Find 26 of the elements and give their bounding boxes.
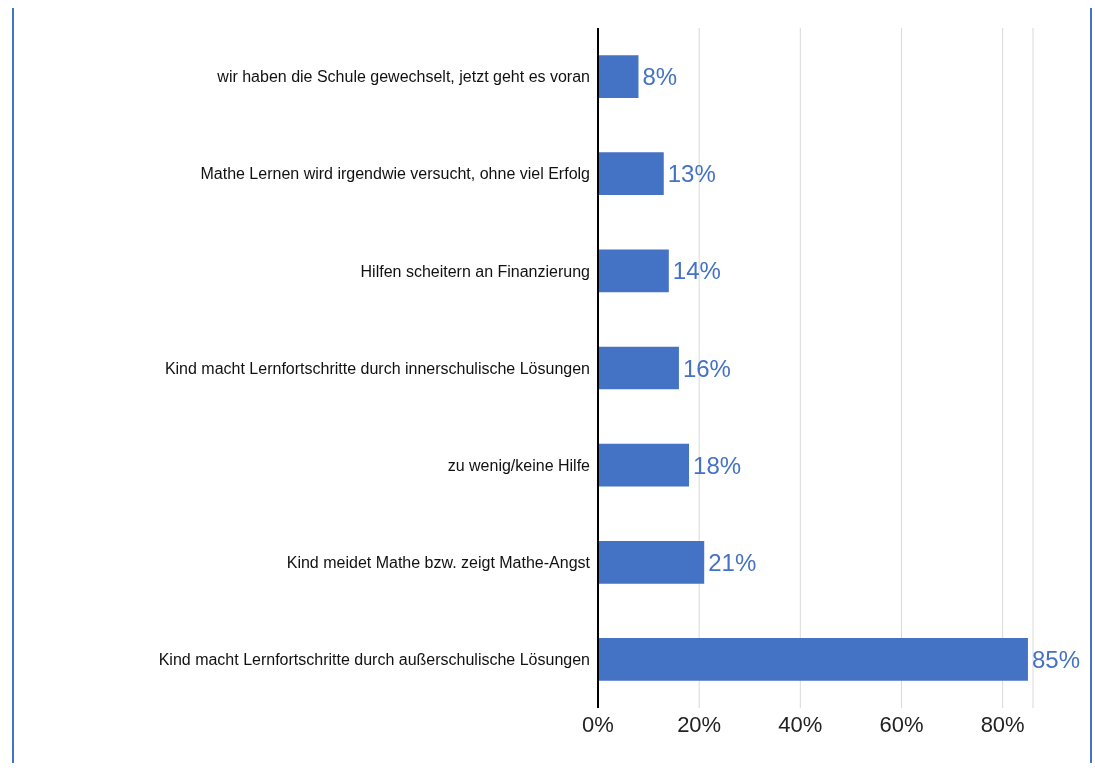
data-label: 14% xyxy=(672,257,721,285)
bar xyxy=(598,540,705,584)
y-tick-label: Kind macht Lernfortschritte durch innerschulische Lösungen xyxy=(164,359,590,377)
y-tick-label: Kind meidet Mathe bzw. zeigt Mathe-Angst xyxy=(286,553,591,571)
x-tick-label: 80% xyxy=(980,711,1025,737)
data-label: 85% xyxy=(1031,645,1080,673)
y-tick-label: zu wenig/keine Hilfe xyxy=(447,456,591,474)
data-label: 13% xyxy=(667,160,716,188)
x-tick-label: 40% xyxy=(778,711,823,737)
x-tick-label: 0% xyxy=(582,711,614,737)
x-tick-label: 20% xyxy=(677,711,722,737)
y-tick-label: Hilfen scheitern an Finanzierung xyxy=(360,262,590,280)
bar xyxy=(598,249,669,293)
data-label: 21% xyxy=(708,548,757,576)
data-label: 16% xyxy=(682,354,731,382)
y-tick-label: Kind macht Lernfortschritte durch außerschulische Lösungen xyxy=(158,651,590,669)
bar xyxy=(598,55,639,98)
data-label: 18% xyxy=(693,451,742,479)
y-tick-label: wir haben die Schule gewechselt, jetzt geht es voran xyxy=(216,68,590,86)
y-tick-label: Mathe Lernen wird irgendwie versucht, ohne viel Erfolg xyxy=(200,165,590,183)
bar xyxy=(598,346,679,390)
x-tick-label: 60% xyxy=(879,711,924,737)
data-label: 8% xyxy=(642,63,678,91)
bar xyxy=(598,443,690,487)
bar xyxy=(598,152,664,196)
bar xyxy=(598,638,1028,681)
